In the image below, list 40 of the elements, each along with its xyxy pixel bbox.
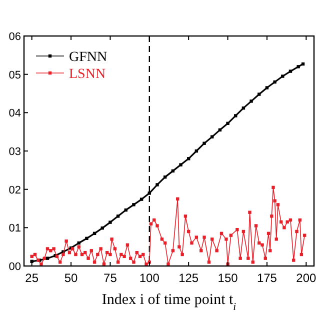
x-tick-label: 100 <box>139 271 160 285</box>
y-tick-label: 03 <box>8 146 21 158</box>
legend-label: LSNN <box>69 67 106 82</box>
point <box>281 74 284 78</box>
point <box>202 142 206 145</box>
point <box>296 65 300 68</box>
point <box>85 236 88 240</box>
point <box>148 192 152 195</box>
point <box>46 256 50 260</box>
y-tick-label: 05 <box>8 69 21 82</box>
y-tick-label: 04 <box>8 108 21 120</box>
legend-label: GFNN <box>69 50 108 65</box>
y-tick-label: 06 <box>8 31 21 43</box>
y-tick-label: 00 <box>8 261 21 273</box>
x-tick-label: 175 <box>256 271 278 285</box>
x-tick-label: 75 <box>104 271 118 285</box>
point <box>226 122 230 125</box>
x-axis-title: Index i of time point t$_{i}$ <box>102 292 236 312</box>
point <box>265 86 269 90</box>
point <box>156 183 159 186</box>
point <box>116 214 120 218</box>
point <box>30 260 34 263</box>
point <box>258 92 261 96</box>
point <box>108 220 112 224</box>
point <box>210 135 214 138</box>
point <box>140 198 144 201</box>
point <box>179 163 182 166</box>
x-tick-label: 50 <box>64 271 78 285</box>
point <box>273 80 276 84</box>
x-tick-label: 150 <box>218 271 238 285</box>
point <box>288 70 292 73</box>
point <box>186 157 190 160</box>
point <box>132 203 136 206</box>
point <box>234 114 238 118</box>
x-tick-label: 25 <box>25 271 39 285</box>
x-tick-label: 200 <box>296 271 316 285</box>
y-tick-label: 01 <box>8 222 21 235</box>
y-tick-label: 02 <box>8 184 21 196</box>
point <box>250 100 253 103</box>
x-tick-label: 125 <box>178 271 199 285</box>
